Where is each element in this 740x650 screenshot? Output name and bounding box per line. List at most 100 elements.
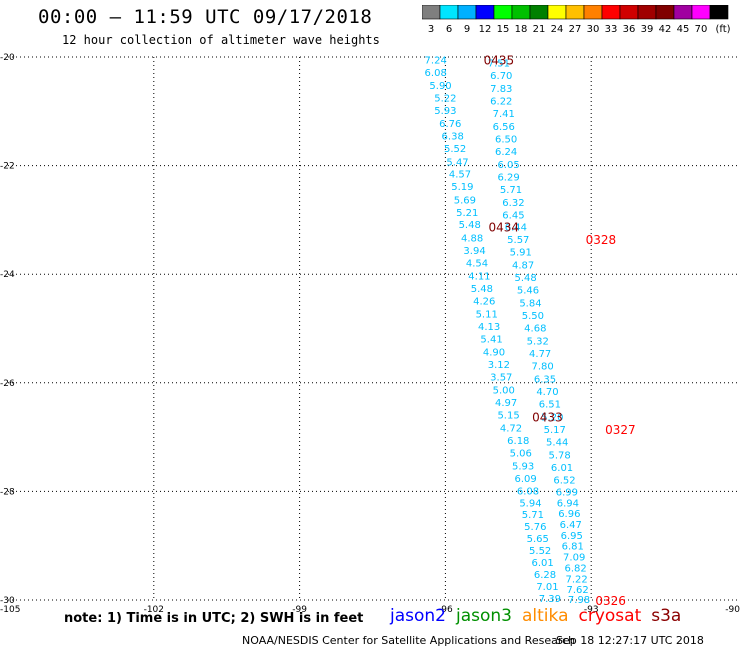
wave-height-value: 7.24 xyxy=(425,56,447,67)
wave-height-value: 5.52 xyxy=(444,144,466,155)
chart-subtitle: 12 hour collection of altimeter wave hei… xyxy=(62,33,380,47)
wave-height-value: 7.22 xyxy=(565,574,587,585)
satellite-legend-entry: s3a xyxy=(651,606,682,626)
wave-height-value: 6.32 xyxy=(502,198,524,209)
wave-height-value: 6.76 xyxy=(439,119,461,130)
wave-height-value: 7.80 xyxy=(531,361,553,372)
wave-height-value: 7.98 xyxy=(568,595,590,606)
x-tick-label: -105 xyxy=(0,605,20,615)
wave-height-value: 4.87 xyxy=(512,260,534,271)
wave-height-value: 6.08 xyxy=(517,486,539,497)
wave-height-value: 6.47 xyxy=(560,520,582,531)
wave-height-value: 7.39 xyxy=(539,594,561,605)
wave-height-value: 5.46 xyxy=(517,285,539,296)
wave-height-value: 5.76 xyxy=(524,522,546,533)
wave-height-value: 5.48 xyxy=(459,220,481,231)
wave-height-value: 4.13 xyxy=(478,322,500,333)
wave-height-value: 6.50 xyxy=(495,134,517,145)
pass-time-label: 0328 xyxy=(586,233,617,247)
wave-height-value: 5.71 xyxy=(522,510,544,521)
y-tick-label: -24 xyxy=(0,270,15,280)
x-tick-label: -93 xyxy=(584,605,599,615)
footer-credit: NOAA/NESDIS Center for Satellite Applica… xyxy=(242,634,576,647)
y-tick-label: -26 xyxy=(0,379,15,389)
wave-height-value: 5.22 xyxy=(434,94,456,105)
wave-height-value: 5.11 xyxy=(476,309,498,320)
colorbar-label: 39 xyxy=(641,24,654,35)
colorbar-label: 33 xyxy=(605,24,618,35)
wave-height-value: 5.15 xyxy=(497,410,519,421)
wave-height-value: 6.51 xyxy=(539,399,561,410)
colorbar-label: 6 xyxy=(446,24,452,35)
colorbar-label: 70 xyxy=(695,24,708,35)
satellite-legend-entry: altika xyxy=(522,606,569,626)
satellite-legend-entry: jason3 xyxy=(456,606,512,626)
wave-height-value: 5.93 xyxy=(434,106,456,117)
wave-height-value: 4.11 xyxy=(468,271,490,282)
satellite-legend-entry: jason2 xyxy=(390,606,446,626)
wave-height-value: 6.28 xyxy=(534,570,556,581)
colorbar-label: 3 xyxy=(428,24,434,35)
wave-height-value: 5.47 xyxy=(446,157,468,168)
colorbar-label: 36 xyxy=(623,24,636,35)
pass-time-label: 0433 xyxy=(532,410,563,424)
wave-height-value: 6.29 xyxy=(497,172,519,183)
x-tick-label: -96 xyxy=(438,605,453,615)
wave-height-value: 4.90 xyxy=(483,347,505,358)
colorbar-label: 9 xyxy=(464,24,470,35)
wave-height-value: 5.21 xyxy=(456,208,478,219)
wave-height-value: 4.26 xyxy=(473,296,495,307)
wave-height-value: 6.95 xyxy=(561,531,583,542)
wave-height-value: 6.82 xyxy=(565,563,587,574)
wave-height-value: 5.48 xyxy=(471,284,493,295)
pass-time-label: 0435 xyxy=(484,54,515,68)
wave-height-value: 6.94 xyxy=(557,498,579,509)
wave-height-value: 5.32 xyxy=(527,336,549,347)
wave-height-value: 7.51 xyxy=(488,58,510,69)
wave-height-value: 5.19 xyxy=(451,182,473,193)
wave-height-value: 5.50 xyxy=(522,311,544,322)
wave-height-value: 4.68 xyxy=(524,323,546,334)
wave-height-value: 5.71 xyxy=(500,185,522,196)
wave-height-value: 6.01 xyxy=(531,558,553,569)
colorbar-label: 12 xyxy=(479,24,492,35)
wave-height-value: 5.90 xyxy=(429,81,451,92)
wave-height-value: 6.22 xyxy=(490,96,512,107)
wave-height-value: 7.09 xyxy=(563,553,585,564)
colorbar-label: (ft) xyxy=(715,24,730,35)
y-tick-label: -30 xyxy=(0,596,15,606)
wave-height-value: 3.12 xyxy=(488,360,510,371)
y-tick-label: -20 xyxy=(0,53,15,63)
wave-height-value: 4.70 xyxy=(536,387,558,398)
footer-timestamp: Sep 18 12:27:17 UTC 2018 xyxy=(556,634,704,647)
colorbar-swatch xyxy=(709,5,729,20)
wave-height-value: 6.45 xyxy=(502,210,524,221)
wave-height-value: 6.24 xyxy=(495,147,517,158)
colorbar-label: 42 xyxy=(659,24,672,35)
wave-height-value: 6.05 xyxy=(497,160,519,171)
colorbar-label: 24 xyxy=(551,24,564,35)
wave-height-value: 7.62 xyxy=(566,585,588,596)
wave-height-value: 6.99 xyxy=(556,487,578,498)
wave-height-value: 3.57 xyxy=(490,372,512,383)
wave-height-value: 6.01 xyxy=(551,463,573,474)
wave-height-value: 6.56 xyxy=(493,122,515,133)
x-tick-label: -102 xyxy=(144,605,164,615)
colorbar-label: 27 xyxy=(569,24,582,35)
wave-height-value: 6.52 xyxy=(553,475,575,486)
wave-height-value: 5.84 xyxy=(519,298,541,309)
satellite-legend-entry: cryosat xyxy=(578,606,642,626)
wave-height-value: 5.20 xyxy=(541,412,563,423)
footer-note: note: 1) Time is in UTC; 2) SWH is in fe… xyxy=(64,611,364,626)
pass-time-label: 0326 xyxy=(595,594,626,608)
wave-height-value: 5.91 xyxy=(510,247,532,258)
wave-height-value: 5.57 xyxy=(507,235,529,246)
wave-height-value: 7.41 xyxy=(493,109,515,120)
wave-height-value: 5.00 xyxy=(493,385,515,396)
x-tick-label: -90 xyxy=(725,605,740,615)
pass-time-label: 0434 xyxy=(488,220,519,234)
wave-height-value: 5.93 xyxy=(512,461,534,472)
wave-height-value: 5.69 xyxy=(454,195,476,206)
wave-height-value: 6.70 xyxy=(490,71,512,82)
wave-height-value: 5.06 xyxy=(510,448,532,459)
